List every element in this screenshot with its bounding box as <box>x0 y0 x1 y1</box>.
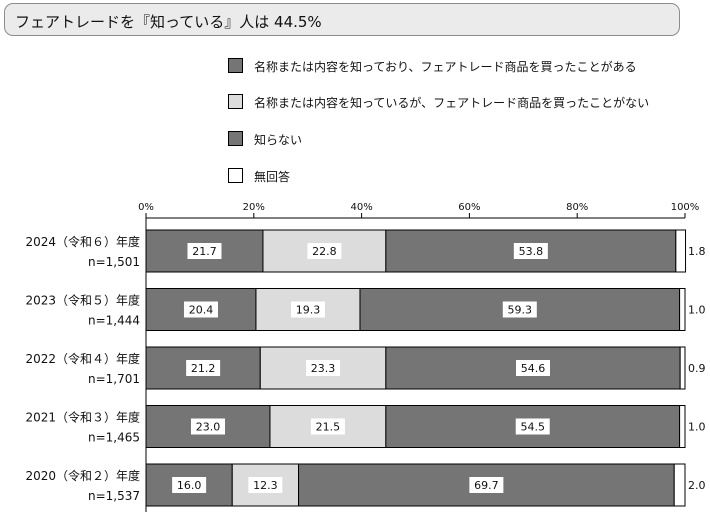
chart-title: フェアトレードを『知っている』人は 44.5% <box>15 13 322 31</box>
legend-label-not-bought: 名称または内容を知っているが、フェアトレード商品を買ったことがない <box>254 96 650 110</box>
data-label: 54.5 <box>520 421 545 434</box>
category-year-label: 2022（令和４）年度 <box>25 351 140 366</box>
category-n-label: n=1,537 <box>88 489 140 503</box>
category-n-label: n=1,444 <box>88 314 140 328</box>
data-label-box <box>307 243 342 259</box>
legend-swatch-not-bought <box>228 94 243 109</box>
data-label-box <box>502 301 537 318</box>
data-label-no-answer: 1.0 <box>688 304 706 317</box>
data-label-no-answer: 1.8 <box>688 245 706 258</box>
legend-swatch-bought <box>228 58 243 73</box>
data-label-box <box>248 477 283 493</box>
x-tick-label: 80% <box>566 202 588 213</box>
x-tick-label: 20% <box>243 202 265 213</box>
data-label: 21.7 <box>192 245 217 258</box>
data-label-box <box>190 418 225 435</box>
legend-item-no-answer: 無回答 <box>228 168 708 188</box>
data-label-box <box>515 418 550 435</box>
data-label: 21.2 <box>191 362 216 375</box>
legend-item-bought: 名称または内容を知っており、フェアトレード商品を買ったことがある <box>228 58 708 78</box>
data-label: 53.8 <box>519 245 544 258</box>
data-label-box <box>183 301 218 318</box>
category-n-label: n=1,501 <box>88 255 140 269</box>
data-label: 22.8 <box>312 245 337 258</box>
x-tick-label: 100% <box>671 202 700 213</box>
data-label: 20.4 <box>189 304 214 317</box>
x-tick-label: 0% <box>138 202 154 213</box>
category-n-label: n=1,465 <box>88 431 140 445</box>
bar-segment <box>673 463 686 507</box>
category-year-label: 2021（令和３）年度 <box>25 410 140 425</box>
x-tick-label: 40% <box>350 202 372 213</box>
data-label: 59.3 <box>508 304 533 317</box>
data-label-box <box>513 243 548 259</box>
data-label: 69.7 <box>474 479 499 492</box>
bar-segment <box>679 288 686 331</box>
data-label-box <box>516 360 551 376</box>
category-year-label: 2024（令和６）年度 <box>25 234 140 249</box>
data-label-no-answer: 1.0 <box>688 421 706 434</box>
data-label-box <box>290 301 325 318</box>
legend-item-dont-know: 知らない <box>228 131 708 151</box>
data-label: 21.5 <box>316 421 341 434</box>
title-box: フェアトレードを『知っている』人は 44.5% <box>4 3 680 36</box>
data-label: 23.3 <box>311 362 336 375</box>
data-label: 16.0 <box>177 479 202 492</box>
bar-segment <box>145 229 264 273</box>
data-label-box <box>186 360 221 376</box>
bar-segment <box>679 405 686 448</box>
legend-swatch-dont-know <box>228 131 243 146</box>
legend-label-dont-know: 知らない <box>254 133 303 147</box>
data-label-box <box>172 477 207 493</box>
legend-swatch-no-answer <box>228 168 243 183</box>
legend-item-not-bought: 名称または内容を知っているが、フェアトレード商品を買ったことがない <box>228 94 708 114</box>
category-year-label: 2023（令和５）年度 <box>25 293 140 308</box>
data-label-box <box>187 243 222 259</box>
data-label-no-answer: 0.9 <box>688 362 706 375</box>
category-n-label: n=1,701 <box>88 372 140 386</box>
category-year-label: 2020（令和２）年度 <box>25 468 140 483</box>
data-label-box <box>469 477 504 493</box>
legend-label-no-answer: 無回答 <box>254 170 291 184</box>
data-label: 19.3 <box>296 304 321 317</box>
legend-label-bought: 名称または内容を知っており、フェアトレード商品を買ったことがある <box>254 60 637 74</box>
x-tick-label: 60% <box>458 202 480 213</box>
data-label-box <box>310 418 345 435</box>
data-label: 12.3 <box>253 479 278 492</box>
data-label: 54.6 <box>521 362 546 375</box>
data-label-box <box>306 360 341 376</box>
bar-segment <box>675 229 687 273</box>
data-label-no-answer: 2.0 <box>688 479 706 492</box>
data-label: 23.0 <box>196 421 221 434</box>
bar-segment <box>679 346 686 390</box>
